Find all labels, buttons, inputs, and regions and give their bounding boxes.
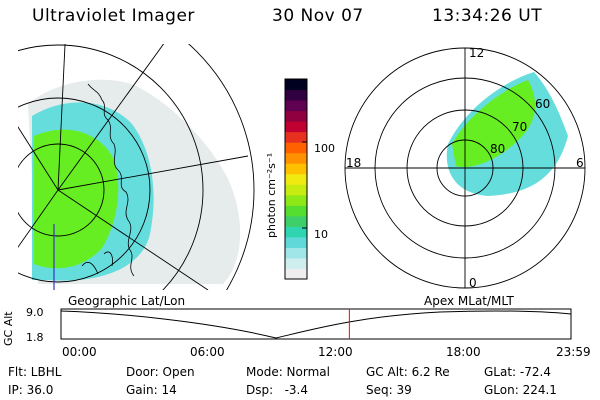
- mlt-label-6: 6: [576, 156, 584, 170]
- colorbar-swatch: [285, 226, 307, 238]
- colorbar-swatch: [285, 163, 307, 175]
- lat-circle: [18, 44, 204, 290]
- colorbar-swatch: [285, 268, 307, 280]
- colorbar-swatch: [285, 131, 307, 143]
- polar-plot-caption: Apex MLat/MLT: [424, 294, 514, 308]
- info-door: Door: Open: [126, 365, 195, 379]
- colorbar-tick-10: 10: [314, 228, 328, 241]
- colorbar-swatch: [285, 89, 307, 101]
- meridian: [57, 189, 209, 290]
- meridian: [57, 155, 249, 191]
- colorbar-swatch: [285, 215, 307, 227]
- instrument-title: Ultraviolet Imager: [32, 6, 195, 26]
- colorbar-swatch: [285, 184, 307, 196]
- gc-alt-ytick-max: 9.0: [26, 306, 44, 319]
- mlt-label-12: 12: [469, 46, 485, 60]
- lat-circle: [188, 44, 255, 290]
- meridian: [57, 44, 66, 191]
- meridian: [18, 189, 59, 248]
- coastline: [87, 83, 135, 277]
- colorbar-tick-100: 100: [314, 142, 335, 155]
- info-dsp: Dsp: -3.4: [246, 383, 309, 397]
- mlt-label-18: 18: [346, 156, 362, 170]
- colorbar-swatch: [285, 79, 307, 91]
- mlat-label-80: 80: [490, 142, 506, 156]
- info-mode: Mode: Normal: [246, 365, 330, 379]
- meridian: [57, 44, 165, 191]
- colorbar-swatch: [285, 100, 307, 112]
- colorbar-swatch: [285, 257, 307, 269]
- mlat-label-70: 70: [512, 120, 528, 134]
- colorbar-unit-label: photon cm⁻²s⁻¹: [265, 152, 278, 238]
- colorbar-swatch: [285, 236, 307, 248]
- info-seq: Seq: 39: [366, 383, 412, 397]
- geo-map-panel: [18, 44, 255, 290]
- gc-alt-ylabel: GC Alt: [2, 311, 15, 346]
- meridian: [18, 126, 59, 191]
- colorbar: [284, 78, 308, 280]
- gc-alt-curve: [60, 310, 572, 339]
- colorbar-swatch: [285, 121, 307, 133]
- colorbar-swatch: [285, 194, 307, 206]
- info-ip: IP: 36.0: [8, 383, 54, 397]
- colorbar-swatch: [285, 247, 307, 259]
- mlt-label-0: 0: [469, 276, 477, 290]
- info-flt: Flt: LBHL: [8, 365, 62, 379]
- gc-alt-xtick-2359: 23:59: [556, 345, 591, 359]
- polar-plot: [344, 47, 586, 289]
- colorbar-frame: [284, 78, 308, 280]
- polar-footprint-high: [452, 80, 536, 168]
- gc-alt-xtick-0600: 06:00: [190, 345, 225, 359]
- gc-alt-xtick-1200: 12:00: [318, 345, 353, 359]
- colorbar-swatch: [285, 205, 307, 217]
- coastline-islands: [81, 251, 113, 275]
- image-footprint-high: [34, 129, 119, 269]
- info-glat: GLat: -72.4: [484, 365, 551, 379]
- info-gain: Gain: 14: [126, 383, 177, 397]
- info-gcalt: GC Alt: 6.2 Re: [366, 365, 450, 379]
- info-glon: GLon: 224.1: [484, 383, 557, 397]
- gc-alt-plot: [60, 308, 572, 340]
- lat-circle: [18, 143, 105, 237]
- gc-alt-xtick-0000: 00:00: [62, 345, 97, 359]
- colorbar-swatch: [285, 110, 307, 122]
- colorbar-swatch: [285, 152, 307, 164]
- time-label: 13:34:26 UT: [432, 6, 543, 26]
- colorbar-swatch: [285, 142, 307, 154]
- gc-alt-ytick-min: 1.8: [26, 331, 44, 344]
- geo-map-caption: Geographic Lat/Lon: [68, 294, 186, 308]
- lat-circle: [18, 97, 151, 283]
- date-label: 30 Nov 07: [272, 6, 364, 26]
- mlat-label-60: 60: [535, 97, 551, 111]
- colorbar-swatch: [285, 173, 307, 185]
- gc-alt-xtick-1800: 18:00: [446, 345, 481, 359]
